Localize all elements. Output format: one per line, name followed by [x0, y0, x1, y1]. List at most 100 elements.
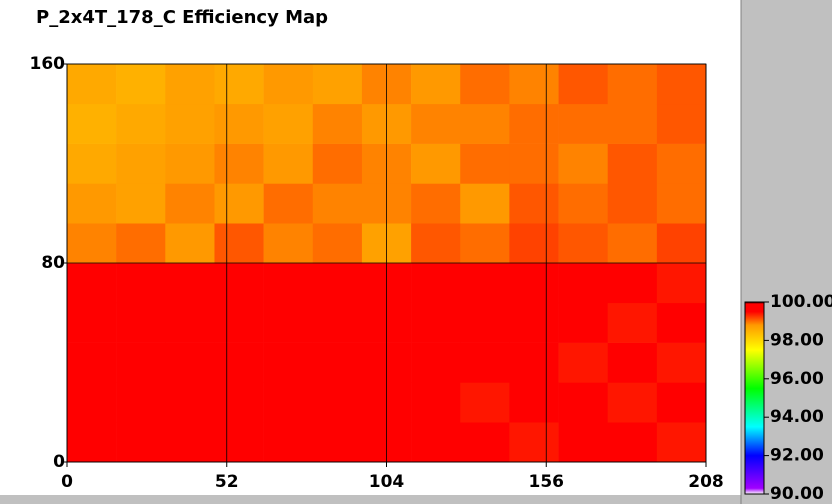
heat-cell: [263, 263, 314, 304]
heat-cell: [165, 103, 215, 144]
heat-cell: [607, 342, 658, 383]
heat-cell: [607, 64, 658, 105]
heat-cell: [460, 103, 510, 144]
heat-cell: [558, 64, 608, 105]
heat-cell: [214, 103, 264, 144]
heat-cell: [214, 183, 264, 224]
heat-cell: [165, 64, 215, 105]
heat-cell: [165, 342, 215, 383]
heat-cell: [460, 183, 510, 224]
heat-cell: [607, 223, 658, 264]
heat-cell: [656, 64, 707, 105]
heat-cell: [214, 382, 264, 423]
heat-cell: [509, 263, 559, 304]
heat-cell: [509, 143, 559, 184]
heat-cell: [558, 183, 608, 224]
heat-cell: [460, 143, 510, 184]
heat-cell: [312, 342, 363, 383]
heat-cell: [607, 422, 658, 463]
heat-cell: [656, 103, 707, 144]
heat-cell: [165, 422, 215, 463]
heat-cell: [116, 382, 166, 423]
heat-cell: [460, 263, 510, 304]
colorbar-tick-label: 92.00: [770, 446, 824, 466]
heat-cell: [509, 302, 559, 343]
heat-cell: [116, 64, 166, 105]
heat-cell: [607, 183, 658, 224]
heat-cell: [558, 422, 608, 463]
heat-cell: [263, 183, 314, 224]
heat-cell: [116, 263, 166, 304]
x-tick-label: 52: [215, 472, 239, 492]
heat-cell: [116, 422, 166, 463]
heat-cell: [312, 302, 363, 343]
heat-cell: [460, 302, 510, 343]
heat-cell: [607, 103, 658, 144]
heat-cell: [411, 143, 461, 184]
heat-cell: [165, 302, 215, 343]
x-tick-label: 208: [688, 472, 724, 492]
heat-cell: [165, 223, 215, 264]
heat-cell: [411, 183, 461, 224]
heat-cell: [263, 302, 314, 343]
heat-cell: [312, 263, 363, 304]
heat-cell: [558, 263, 608, 304]
heat-cell: [67, 302, 117, 343]
heat-cell: [656, 382, 707, 423]
heat-cell: [509, 342, 559, 383]
heat-cell: [263, 422, 314, 463]
heat-cell: [312, 143, 363, 184]
y-tick-label: 160: [30, 54, 66, 74]
heat-cell: [607, 263, 658, 304]
chart-title: P_2x4T_178_C Efficiency Map: [36, 7, 328, 28]
heat-cell: [656, 302, 707, 343]
heatmap: [67, 64, 707, 463]
heat-cell: [509, 183, 559, 224]
heat-cell: [558, 302, 608, 343]
axes: 0 52 104 156 208 0 80 160: [30, 54, 724, 492]
heat-cell: [411, 382, 461, 423]
heat-cell: [67, 103, 117, 144]
heat-cell: [214, 223, 264, 264]
heat-cell: [116, 103, 166, 144]
heat-cell: [67, 143, 117, 184]
heat-cell: [411, 263, 461, 304]
heat-cell: [67, 223, 117, 264]
heat-cell: [411, 64, 461, 105]
x-tick-label: 104: [369, 472, 405, 492]
x-tick-label: 156: [529, 472, 565, 492]
heat-cell: [263, 382, 314, 423]
heat-cell: [67, 183, 117, 224]
colorbar-tick-label: 98.00: [770, 330, 824, 350]
heat-cell: [214, 263, 264, 304]
heat-cell: [411, 223, 461, 264]
colorbar-tick-label: 100.00: [770, 292, 832, 312]
heat-cell: [656, 143, 707, 184]
heat-cell: [116, 143, 166, 184]
heat-cell: [116, 183, 166, 224]
heat-cell: [312, 64, 363, 105]
heat-cell: [558, 382, 608, 423]
heat-cell: [263, 143, 314, 184]
heat-cell: [607, 143, 658, 184]
heat-cell: [263, 64, 314, 105]
heat-cell: [67, 342, 117, 383]
heat-cell: [509, 223, 559, 264]
colorbar: [744, 301, 765, 495]
heat-cell: [656, 422, 707, 463]
heat-cell: [460, 223, 510, 264]
heat-cell: [509, 64, 559, 105]
heat-cell: [411, 422, 461, 463]
heat-cell: [214, 422, 264, 463]
heat-cell: [312, 183, 363, 224]
colorbar-tick-label: 94.00: [770, 407, 824, 427]
x-tick-label: 0: [61, 472, 73, 492]
heat-cell: [165, 263, 215, 304]
heat-cell: [214, 64, 264, 105]
heat-cell: [312, 382, 363, 423]
y-tick-label: 0: [53, 452, 65, 472]
heat-cell: [67, 422, 117, 463]
colorbar-tick-label: 90.00: [770, 484, 824, 504]
heat-cell: [509, 382, 559, 423]
